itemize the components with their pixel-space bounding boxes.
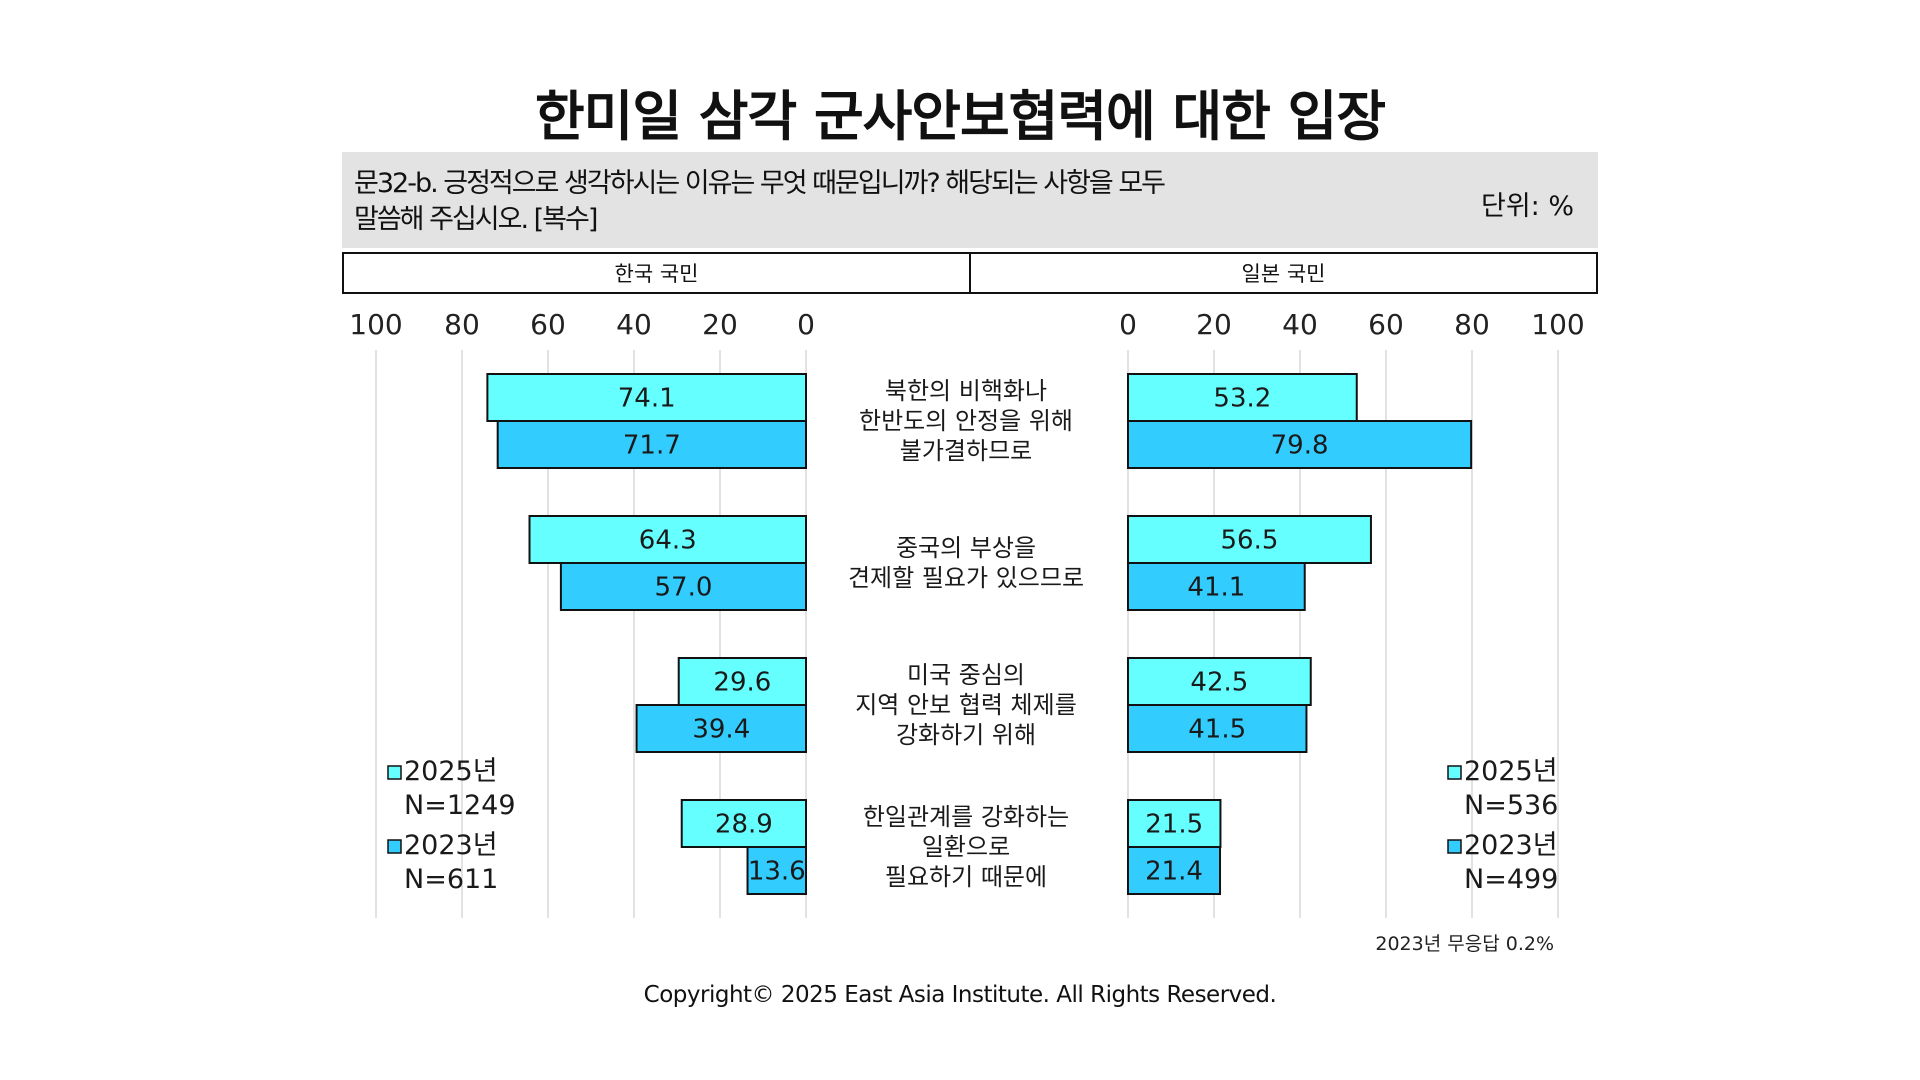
bar-value-label: 28.9 — [715, 810, 773, 840]
bar-value-label: 21.4 — [1145, 857, 1203, 887]
category-label: 강화하기 위해 — [896, 721, 1036, 749]
category-label: 미국 중심의 — [907, 661, 1025, 689]
category-label: 필요하기 때문에 — [885, 863, 1047, 891]
panel-header-korea: 한국 국민 — [614, 262, 699, 286]
nonresponse-note: 2023년 무응답 0.2% — [1375, 933, 1554, 955]
legend-sample-size: N=536 — [1464, 790, 1558, 821]
bar — [1127, 799, 1222, 848]
legend-series-name: 2025년 — [404, 756, 498, 787]
legend-swatch — [387, 839, 402, 854]
category-label: 중국의 부상을 — [896, 534, 1036, 562]
bar — [1127, 562, 1306, 611]
tick-label: 60 — [530, 308, 566, 341]
category-label: 북한의 비핵화나 — [885, 377, 1047, 405]
bar — [496, 420, 807, 469]
tick-label: 100 — [1531, 308, 1584, 341]
tick-label: 100 — [349, 308, 402, 341]
bar-value-label: 42.5 — [1190, 668, 1248, 698]
bar-value-label: 21.5 — [1145, 810, 1203, 840]
legend-sample-size: N=499 — [1464, 864, 1558, 895]
category-label: 견제할 필요가 있으므로 — [848, 564, 1084, 592]
bar-value-label: 53.2 — [1213, 384, 1271, 414]
question-box: 문32-b. 긍정적으로 생각하시는 이유는 무엇 때문입니까? 해당되는 사항… — [342, 152, 1598, 248]
tick-label: 0 — [1119, 308, 1137, 341]
legend-swatch — [1447, 765, 1462, 780]
bar-value-label: 74.1 — [618, 384, 676, 414]
bar-value-label: 56.5 — [1221, 526, 1279, 556]
tick-label: 40 — [616, 308, 652, 341]
bar — [1127, 846, 1222, 895]
bar-value-label: 41.5 — [1188, 715, 1246, 745]
bar-value-label: 41.1 — [1187, 573, 1245, 603]
bar — [1127, 373, 1358, 422]
panel-header-row: 한국 국민 일본 국민 — [342, 252, 1598, 294]
legend-series-name: 2023년 — [1464, 830, 1558, 861]
bar — [1127, 515, 1372, 564]
bar-value-label: 64.3 — [639, 526, 697, 556]
bar — [1127, 704, 1308, 753]
bar-value-label: 71.7 — [623, 431, 681, 461]
question-line-1: 문32-b. 긍정적으로 생각하시는 이유는 무엇 때문입니까? 해당되는 사항… — [354, 168, 1166, 199]
category-label: 일환으로 — [922, 833, 1010, 861]
page-title: 한미일 삼각 군사안보협력에 대한 입장 — [534, 85, 1386, 148]
legend-series-name: 2023년 — [404, 830, 498, 861]
legend-sample-size: N=611 — [404, 864, 498, 895]
bar — [680, 799, 807, 848]
bar — [559, 562, 808, 611]
category-label: 불가결하므로 — [900, 437, 1032, 465]
bar — [746, 846, 808, 895]
tick-label: 60 — [1368, 308, 1404, 341]
tick-label: 80 — [1454, 308, 1490, 341]
category-label: 지역 안보 협력 체제를 — [855, 691, 1077, 719]
question-text: 문32-b. 긍정적으로 생각하시는 이유는 무엇 때문입니까? 해당되는 사항… — [354, 166, 1334, 238]
unit-label: 단위: % — [1480, 191, 1574, 222]
tick-label: 0 — [797, 308, 815, 341]
legend-swatch — [387, 765, 402, 780]
bar — [1127, 657, 1312, 706]
tick-label: 80 — [444, 308, 480, 341]
copyright-text: Copyright© 2025 East Asia Institute. All… — [643, 982, 1277, 1008]
bar-value-label: 39.4 — [692, 715, 750, 745]
legend-swatch — [1447, 839, 1462, 854]
bar — [1127, 420, 1473, 469]
tick-label: 20 — [702, 308, 738, 341]
bar — [635, 704, 808, 753]
legend-sample-size: N=1249 — [404, 790, 516, 821]
tick-label: 20 — [1196, 308, 1232, 341]
panel-header-japan: 일본 국민 — [969, 254, 1596, 292]
bar — [677, 657, 807, 706]
bar — [528, 515, 807, 564]
category-label: 한반도의 안정을 위해 — [859, 407, 1073, 435]
tick-label: 40 — [1282, 308, 1318, 341]
bar-value-label: 13.6 — [748, 857, 806, 887]
bar-value-label: 57.0 — [655, 573, 713, 603]
bar-value-label: 79.8 — [1271, 431, 1329, 461]
question-line-2: 말씀해 주십시오. [복수] — [354, 204, 598, 235]
category-label: 한일관계를 강화하는 — [863, 803, 1069, 831]
bar-value-label: 29.6 — [713, 668, 771, 698]
legend-series-name: 2025년 — [1464, 756, 1558, 787]
